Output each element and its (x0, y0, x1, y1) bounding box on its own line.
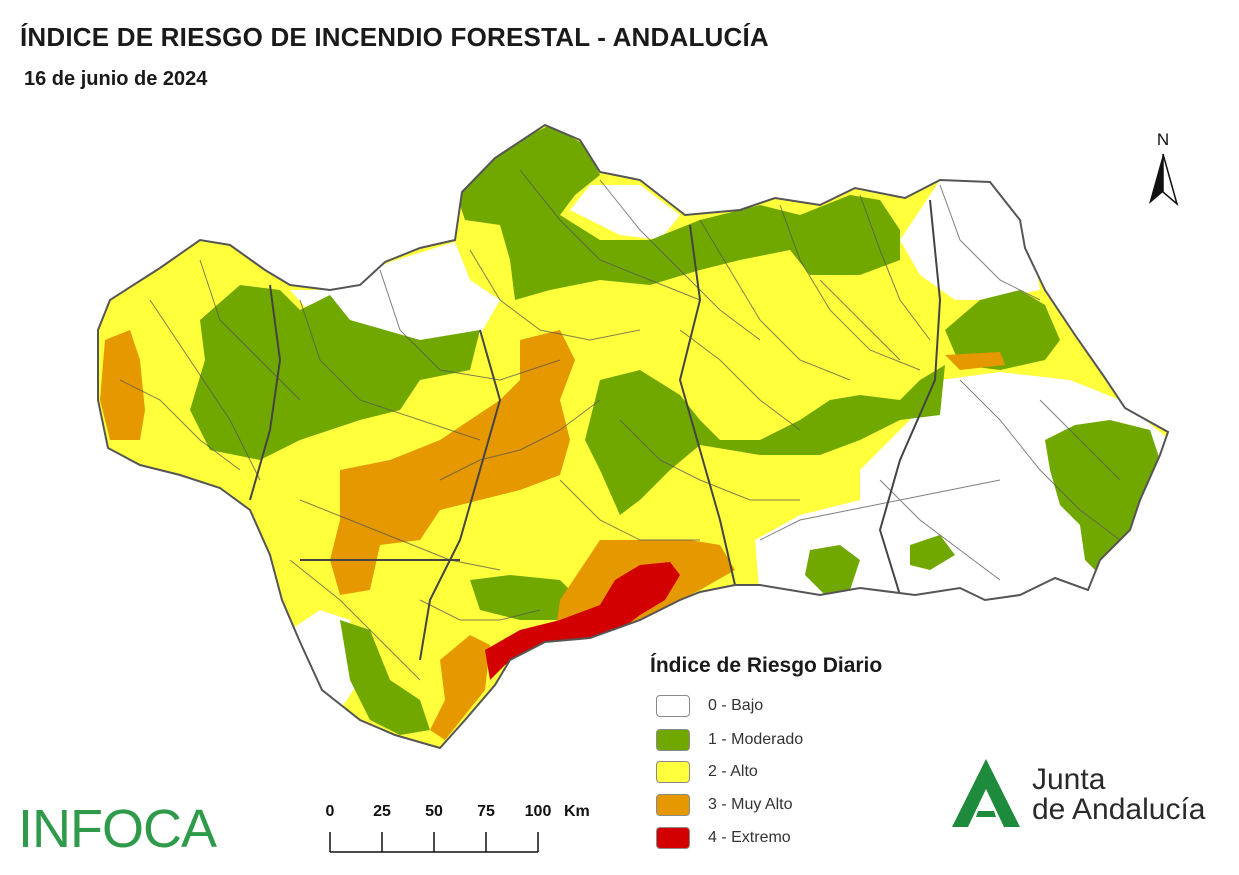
legend-swatch-muy-alto (656, 794, 690, 816)
zone-muyalto-guadalquivir (330, 330, 575, 595)
junta-text-line1: Junta (1032, 763, 1106, 796)
municipal-boundaries (119, 169, 1121, 681)
legend-swatch-bajo (656, 695, 690, 717)
map-date: 16 de junio de 2024 (24, 68, 208, 90)
scale-bar: 0 25 50 75 100 Km (310, 800, 610, 860)
zone-bajo-east (755, 372, 1168, 600)
zone-extremo-costa-del-sol (485, 562, 680, 680)
legend-swatch-moderado (656, 729, 690, 751)
north-letter: N (1156, 130, 1170, 149)
legend-swatch-alto (656, 761, 690, 783)
zone-bajo-north-central (570, 185, 680, 240)
zone-moderado-granada (805, 545, 860, 595)
scale-tick-25: 25 (373, 803, 391, 820)
legend-label-extremo: 4 - Extremo (708, 829, 791, 846)
zone-muyalto-northeast (945, 352, 1005, 370)
zone-moderado-east (1045, 420, 1160, 575)
zone-muyalto-cadiz (430, 635, 490, 740)
zone-moderado-south-central (470, 575, 580, 620)
north-arrow-icon (1149, 153, 1179, 207)
zone-moderado-alpujarra (910, 535, 955, 570)
zone-moderado-southwest (340, 620, 430, 735)
scale-unit: Km (564, 803, 590, 820)
legend-label-bajo: 0 - Bajo (708, 697, 764, 714)
zone-muyalto-huelva (100, 330, 145, 440)
scale-tick-100: 100 (524, 803, 552, 820)
zone-moderado-west (190, 285, 480, 460)
legend-swatch-extremo (656, 827, 690, 849)
scale-tick-50: 50 (425, 803, 443, 820)
zone-moderado-central (585, 365, 945, 515)
legend-title: Índice de Riesgo Diario (650, 654, 883, 677)
legend-label-moderado: 1 - Moderado (708, 731, 804, 748)
scale-bar-line (329, 832, 539, 853)
north-arrow: N (1140, 130, 1186, 210)
legend-label-muy-alto: 3 - Muy Alto (708, 796, 793, 813)
zone-moderado-north (455, 125, 900, 300)
map-title: ÍNDICE DE RIESGO DE INCENDIO FORESTAL - … (20, 22, 769, 52)
junta-logo: Junta de Andalucía (948, 755, 1218, 835)
junta-text-line2: de Andalucía (1032, 793, 1206, 826)
zone-bajo-northeast (900, 180, 1040, 300)
legend-label-alto: 2 - Alto (708, 763, 758, 780)
province-boundaries (249, 199, 942, 661)
scale-tick-75: 75 (477, 803, 495, 820)
zone-moderado-northeast (945, 290, 1060, 370)
scale-tick-0: 0 (325, 803, 335, 820)
infoca-logo: INFOCA (18, 799, 217, 859)
junta-emblem-icon (952, 759, 1020, 827)
